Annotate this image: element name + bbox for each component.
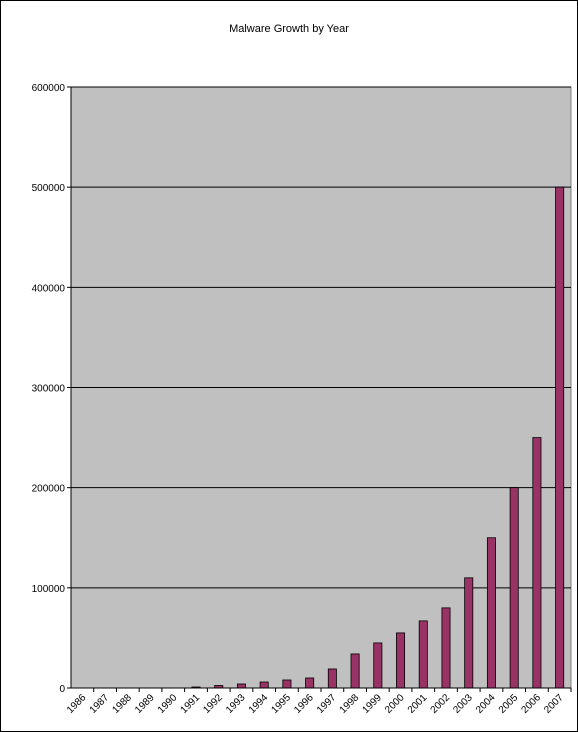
x-tick-label: 1996 bbox=[292, 692, 316, 716]
bar-1996 bbox=[305, 677, 315, 689]
y-tick-label: 600000 bbox=[32, 83, 66, 94]
bar-2000 bbox=[396, 632, 406, 689]
x-tick-label: 1999 bbox=[360, 692, 384, 716]
x-tick-label: 1988 bbox=[110, 692, 134, 716]
x-tick-label: 1990 bbox=[156, 692, 180, 716]
bar-2003 bbox=[464, 577, 474, 689]
bar-2006 bbox=[532, 437, 542, 689]
bar-1993 bbox=[236, 683, 246, 689]
x-tick-label: 2000 bbox=[383, 692, 407, 716]
x-tick-label: 2006 bbox=[520, 692, 544, 716]
bar-1999 bbox=[373, 642, 383, 689]
y-tick-label: 200000 bbox=[32, 484, 66, 495]
x-tick-label: 1994 bbox=[247, 692, 271, 716]
x-tick-label: 1995 bbox=[270, 692, 294, 716]
x-tick-label: 1992 bbox=[201, 692, 225, 716]
y-tick-label: 100000 bbox=[32, 584, 66, 595]
bar-1998 bbox=[350, 653, 360, 689]
chart-title: Malware Growth by Year bbox=[229, 23, 349, 35]
x-tick-label: 1998 bbox=[338, 692, 362, 716]
bar-2004 bbox=[486, 537, 496, 689]
x-tick-label: 1993 bbox=[224, 692, 248, 716]
bar-1997 bbox=[327, 668, 337, 689]
bar-1995 bbox=[282, 679, 292, 689]
x-tick-label: 2001 bbox=[406, 692, 430, 716]
x-tick-label: 2005 bbox=[497, 692, 521, 716]
x-tick-label: 2007 bbox=[542, 692, 566, 716]
x-tick-label: 1986 bbox=[65, 692, 89, 716]
x-tick-label: 2002 bbox=[429, 692, 453, 716]
y-tick-label: 0 bbox=[59, 684, 65, 695]
x-tick-label: 2004 bbox=[474, 692, 498, 716]
y-tick-label: 400000 bbox=[32, 283, 66, 294]
x-tick-label: 1989 bbox=[133, 692, 157, 716]
x-tick-label: 2003 bbox=[451, 692, 475, 716]
bar-1994 bbox=[259, 681, 269, 689]
x-tick-label: 1987 bbox=[88, 692, 112, 716]
x-tick-label: 1997 bbox=[315, 692, 339, 716]
bar-2005 bbox=[509, 487, 519, 689]
x-tick-label: 1991 bbox=[179, 692, 203, 716]
y-tick-label: 300000 bbox=[32, 384, 66, 395]
y-tick-label: 500000 bbox=[32, 183, 66, 194]
bar-2002 bbox=[441, 607, 451, 689]
bar-2007 bbox=[555, 186, 565, 689]
bar-2001 bbox=[418, 620, 428, 689]
